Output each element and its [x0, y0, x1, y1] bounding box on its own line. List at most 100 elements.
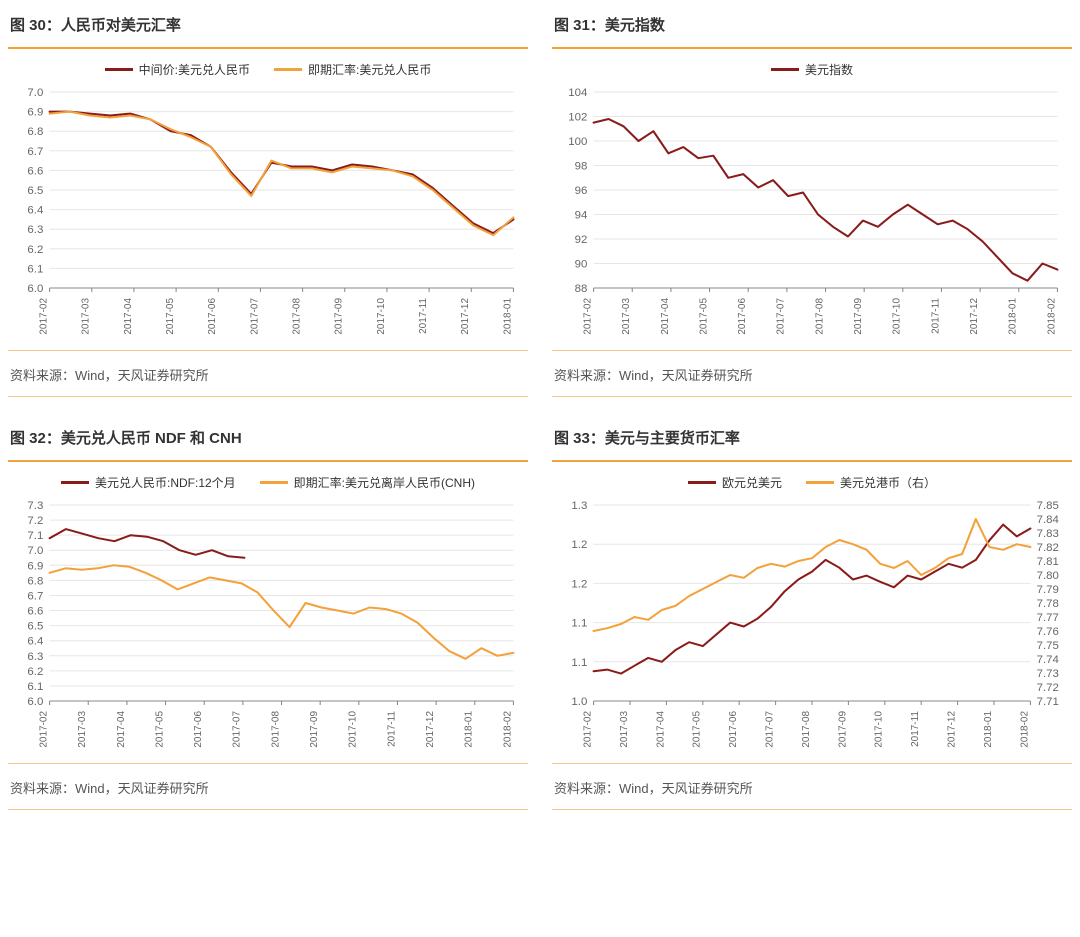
svg-text:6.4: 6.4	[27, 205, 43, 217]
svg-text:2017-09: 2017-09	[853, 298, 864, 335]
svg-text:1.3: 1.3	[571, 500, 587, 512]
svg-text:2017-02: 2017-02	[38, 711, 49, 748]
svg-text:6.7: 6.7	[27, 146, 43, 158]
svg-text:7.71: 7.71	[1037, 696, 1059, 708]
legend-label: 即期汇率:美元兑离岸人民币(CNH)	[294, 474, 475, 491]
chart-canvas: 8890929496981001021042017-022017-032017-…	[552, 84, 1072, 344]
svg-text:88: 88	[575, 283, 588, 295]
svg-text:2017-12: 2017-12	[460, 298, 471, 335]
legend-label: 即期汇率:美元兑人民币	[308, 61, 431, 78]
svg-text:2017-06: 2017-06	[728, 711, 739, 748]
svg-text:2017-03: 2017-03	[619, 711, 630, 748]
svg-text:7.82: 7.82	[1037, 542, 1059, 554]
chart-title: 图 30：人民币对美元汇率	[8, 8, 528, 45]
svg-text:2017-06: 2017-06	[193, 711, 204, 748]
svg-text:2018-01: 2018-01	[464, 711, 475, 748]
svg-text:7.77: 7.77	[1037, 612, 1059, 624]
svg-text:2017-10: 2017-10	[348, 711, 359, 748]
svg-text:2017-04: 2017-04	[655, 711, 666, 748]
svg-text:2017-09: 2017-09	[333, 298, 344, 335]
svg-text:6.6: 6.6	[27, 606, 43, 618]
svg-text:2017-05: 2017-05	[154, 711, 165, 748]
svg-text:7.1: 7.1	[27, 530, 43, 542]
svg-text:2017-07: 2017-07	[232, 711, 243, 748]
svg-text:90: 90	[575, 259, 588, 271]
svg-text:2017-12: 2017-12	[969, 298, 980, 335]
divider	[552, 396, 1072, 397]
legend-item: 欧元兑美元	[688, 474, 782, 491]
chart-panel-c30: 图 30：人民币对美元汇率中间价:美元兑人民币即期汇率:美元兑人民币6.06.1…	[8, 8, 528, 403]
svg-text:6.1: 6.1	[27, 264, 43, 276]
svg-text:2018-01: 2018-01	[502, 298, 513, 335]
source-label: 资料来源：Wind，天风证券研究所	[552, 357, 1072, 390]
svg-text:7.74: 7.74	[1037, 654, 1059, 666]
chart-panel-c31: 图 31：美元指数美元指数8890929496981001021042017-0…	[552, 8, 1072, 403]
legend: 美元指数	[552, 57, 1072, 84]
divider	[8, 350, 528, 351]
svg-text:2018-02: 2018-02	[502, 711, 513, 748]
chart-panel-c33: 图 33：美元与主要货币汇率欧元兑美元美元兑港币（右）1.01.11.11.21…	[552, 421, 1072, 816]
svg-text:2017-11: 2017-11	[930, 298, 941, 334]
svg-text:7.72: 7.72	[1037, 682, 1059, 694]
svg-text:7.73: 7.73	[1037, 668, 1059, 680]
legend-item: 美元指数	[771, 61, 853, 78]
svg-text:2017-03: 2017-03	[77, 711, 88, 748]
svg-text:2017-04: 2017-04	[123, 298, 134, 335]
svg-text:6.8: 6.8	[27, 126, 43, 138]
svg-text:2017-08: 2017-08	[801, 711, 812, 748]
svg-text:6.9: 6.9	[27, 560, 43, 572]
legend-item: 美元兑人民币:NDF:12个月	[61, 474, 236, 491]
legend-label: 美元兑人民币:NDF:12个月	[95, 474, 236, 491]
svg-text:6.2: 6.2	[27, 666, 43, 678]
svg-text:1.1: 1.1	[571, 657, 587, 669]
svg-text:6.4: 6.4	[27, 636, 43, 648]
svg-text:2017-03: 2017-03	[80, 298, 91, 335]
svg-text:2017-11: 2017-11	[910, 711, 921, 747]
chart-title: 图 33：美元与主要货币汇率	[552, 421, 1072, 458]
svg-text:94: 94	[575, 210, 588, 222]
svg-text:2017-10: 2017-10	[376, 298, 387, 335]
source-label: 资料来源：Wind，天风证券研究所	[8, 357, 528, 390]
svg-text:2017-07: 2017-07	[249, 298, 260, 335]
legend-swatch	[806, 481, 834, 484]
title-rule	[8, 47, 528, 49]
svg-text:2017-02: 2017-02	[38, 298, 49, 335]
legend: 美元兑人民币:NDF:12个月 即期汇率:美元兑离岸人民币(CNH)	[8, 470, 528, 497]
svg-text:7.76: 7.76	[1037, 626, 1059, 638]
title-rule	[552, 47, 1072, 49]
chart-title: 图 31：美元指数	[552, 8, 1072, 45]
chart-canvas: 6.06.16.26.36.46.56.66.76.86.97.07.17.27…	[8, 497, 528, 757]
svg-text:2017-06: 2017-06	[737, 298, 748, 335]
svg-text:100: 100	[568, 136, 587, 148]
svg-text:2017-02: 2017-02	[582, 298, 593, 335]
svg-text:7.3: 7.3	[27, 500, 43, 512]
svg-text:92: 92	[575, 234, 588, 246]
svg-text:6.0: 6.0	[27, 283, 43, 295]
svg-text:7.81: 7.81	[1037, 556, 1059, 568]
svg-text:6.1: 6.1	[27, 681, 43, 693]
legend-swatch	[274, 68, 302, 71]
chart-title: 图 32：美元兑人民币 NDF 和 CNH	[8, 421, 528, 458]
svg-text:1.2: 1.2	[571, 539, 587, 551]
svg-text:2017-04: 2017-04	[116, 711, 127, 748]
svg-text:2018-02: 2018-02	[1019, 711, 1030, 748]
svg-text:6.0: 6.0	[27, 696, 43, 708]
svg-text:6.3: 6.3	[27, 651, 43, 663]
source-label: 资料来源：Wind，天风证券研究所	[8, 770, 528, 803]
svg-text:6.2: 6.2	[27, 244, 43, 256]
svg-text:2017-07: 2017-07	[764, 711, 775, 748]
divider	[552, 763, 1072, 764]
svg-text:2017-08: 2017-08	[291, 298, 302, 335]
legend-swatch	[260, 481, 288, 484]
svg-text:2017-12: 2017-12	[425, 711, 436, 748]
divider	[552, 809, 1072, 810]
legend-swatch	[61, 481, 89, 484]
legend-item: 即期汇率:美元兑离岸人民币(CNH)	[260, 474, 475, 491]
svg-text:6.9: 6.9	[27, 107, 43, 119]
legend-label: 美元指数	[805, 61, 853, 78]
svg-text:2017-08: 2017-08	[270, 711, 281, 748]
svg-text:102: 102	[568, 112, 587, 124]
svg-text:98: 98	[575, 161, 588, 173]
svg-text:2017-04: 2017-04	[660, 298, 671, 335]
svg-text:2017-05: 2017-05	[698, 298, 709, 335]
